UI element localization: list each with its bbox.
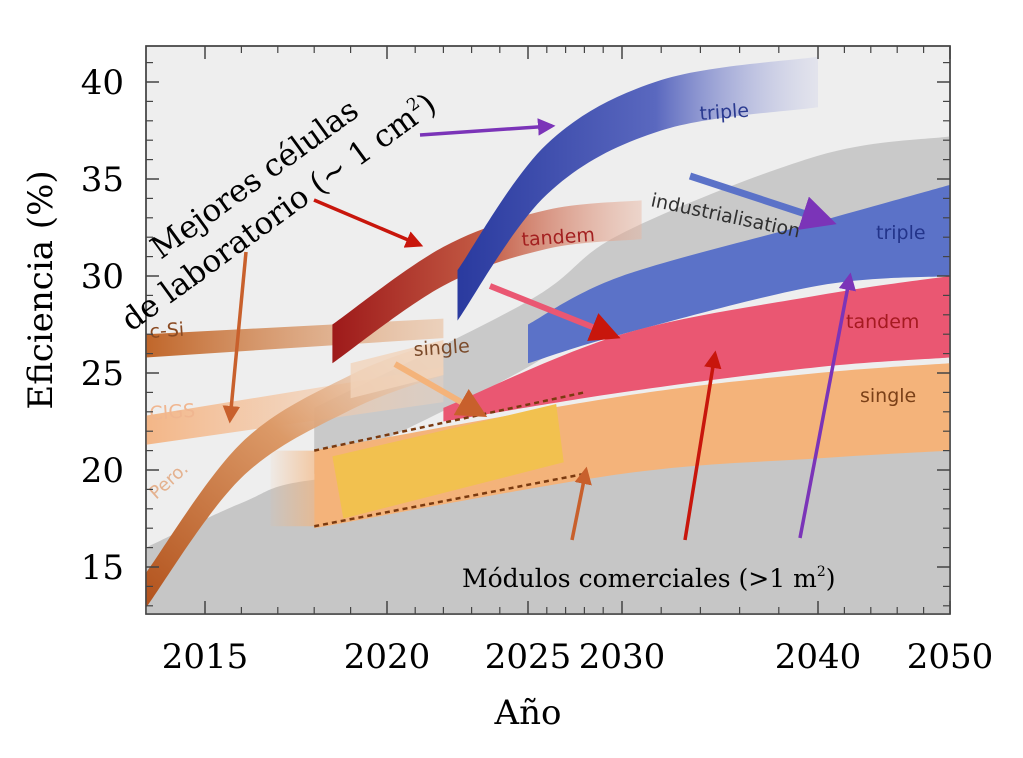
arrow-module-triple (798, 272, 856, 539)
label-single-module: single (860, 385, 916, 407)
arrow-module-single (570, 466, 592, 541)
x-tick-label: 2025 (485, 637, 572, 677)
arrow-lab-triple (419, 118, 556, 137)
arrow-single-to-module (393, 361, 488, 417)
single-lab-band (350, 340, 444, 399)
label-tandem-lab: tandem (521, 224, 596, 251)
label-c-si: c-Si (149, 319, 185, 343)
x-tick-label: 2015 (162, 637, 249, 677)
y-tick-label: 35 (81, 160, 124, 200)
modules-annotation: Módulos comerciales (>1 m2) (462, 564, 836, 593)
tandem-lab-band (332, 200, 642, 364)
label-tandem-module: tandem (846, 311, 919, 333)
label-cigs: CIGS (149, 400, 196, 425)
y-tick-label: 15 (81, 548, 124, 588)
dash-bottom (313, 472, 585, 528)
arrow-module-tandem (683, 350, 722, 541)
ticks-layer (146, 46, 951, 614)
arrow-tandem-to-module (488, 283, 621, 342)
label-triple-module: triple (876, 222, 926, 244)
arrow-triple-to-module (688, 172, 837, 230)
arrows-layer (222, 118, 856, 541)
y-tick-label: 25 (81, 354, 124, 394)
triple-lab-band (457, 56, 818, 321)
y-tick-label: 30 (81, 257, 124, 297)
y-tick-label: 40 (81, 63, 124, 103)
arrow-lab-tandem (313, 198, 424, 248)
fade-wedge (270, 450, 315, 527)
near-term-module-box (332, 404, 564, 519)
single-module-band (314, 363, 950, 529)
triple-module-band (528, 184, 950, 364)
tandem-module-band (443, 276, 950, 422)
label-triple-lab: triple (699, 100, 750, 125)
y-axis-title: Eficiencia (%) (21, 170, 61, 409)
arrow-lab-pero (222, 251, 248, 424)
dash-top (313, 391, 585, 452)
x-tick-label: 2020 (344, 637, 431, 677)
x-axis-title: Año (494, 693, 562, 733)
x-tick-label: 2050 (907, 637, 994, 677)
x-tick-label: 2030 (579, 637, 666, 677)
y-tick-label: 20 (81, 451, 124, 491)
x-tick-label: 2040 (775, 637, 862, 677)
label-single-lab: single (413, 335, 471, 361)
